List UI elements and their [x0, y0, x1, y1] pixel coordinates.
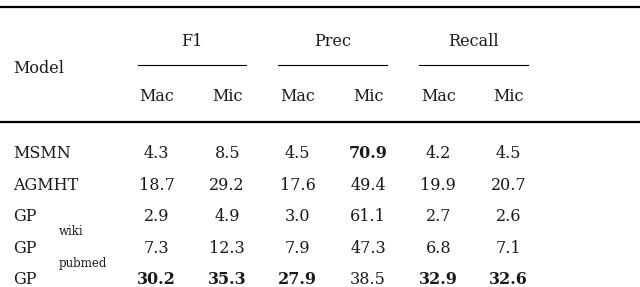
Text: Mac: Mac	[421, 88, 456, 105]
Text: 38.5: 38.5	[350, 271, 386, 287]
Text: 27.9: 27.9	[278, 271, 317, 287]
Text: 61.1: 61.1	[350, 208, 386, 225]
Text: 12.3: 12.3	[209, 240, 245, 257]
Text: 6.8: 6.8	[426, 240, 451, 257]
Text: wiki: wiki	[59, 225, 83, 238]
Text: 2.7: 2.7	[426, 208, 451, 225]
Text: Mac: Mac	[140, 88, 174, 105]
Text: 2.9: 2.9	[144, 208, 170, 225]
Text: Recall: Recall	[448, 33, 499, 50]
Text: GP: GP	[13, 208, 36, 225]
Text: Mac: Mac	[280, 88, 315, 105]
Text: 4.9: 4.9	[214, 208, 240, 225]
Text: 70.9: 70.9	[349, 145, 387, 162]
Text: GP: GP	[13, 240, 36, 257]
Text: 4.2: 4.2	[426, 145, 451, 162]
Text: 4.5: 4.5	[285, 145, 310, 162]
Text: 7.1: 7.1	[496, 240, 522, 257]
Text: 4.3: 4.3	[144, 145, 170, 162]
Text: 4.5: 4.5	[496, 145, 522, 162]
Text: 19.9: 19.9	[420, 177, 456, 194]
Text: 32.9: 32.9	[419, 271, 458, 287]
Text: Mic: Mic	[493, 88, 524, 105]
Text: AGMHT: AGMHT	[13, 177, 78, 194]
Text: 18.7: 18.7	[139, 177, 175, 194]
Text: 7.3: 7.3	[144, 240, 170, 257]
Text: 8.5: 8.5	[214, 145, 240, 162]
Text: Model: Model	[13, 60, 64, 77]
Text: Mic: Mic	[353, 88, 383, 105]
Text: GP: GP	[13, 271, 36, 287]
Text: 7.9: 7.9	[285, 240, 310, 257]
Text: 47.3: 47.3	[350, 240, 386, 257]
Text: 3.0: 3.0	[285, 208, 310, 225]
Text: 30.2: 30.2	[138, 271, 176, 287]
Text: 49.4: 49.4	[350, 177, 386, 194]
Text: 17.6: 17.6	[280, 177, 316, 194]
Text: Prec: Prec	[314, 33, 351, 50]
Text: pubmed: pubmed	[59, 257, 108, 270]
Text: Mic: Mic	[212, 88, 243, 105]
Text: 29.2: 29.2	[209, 177, 245, 194]
Text: 20.7: 20.7	[491, 177, 527, 194]
Text: F1: F1	[181, 33, 203, 50]
Text: 2.6: 2.6	[496, 208, 522, 225]
Text: 35.3: 35.3	[208, 271, 246, 287]
Text: 32.6: 32.6	[490, 271, 528, 287]
Text: MSMN: MSMN	[13, 145, 70, 162]
